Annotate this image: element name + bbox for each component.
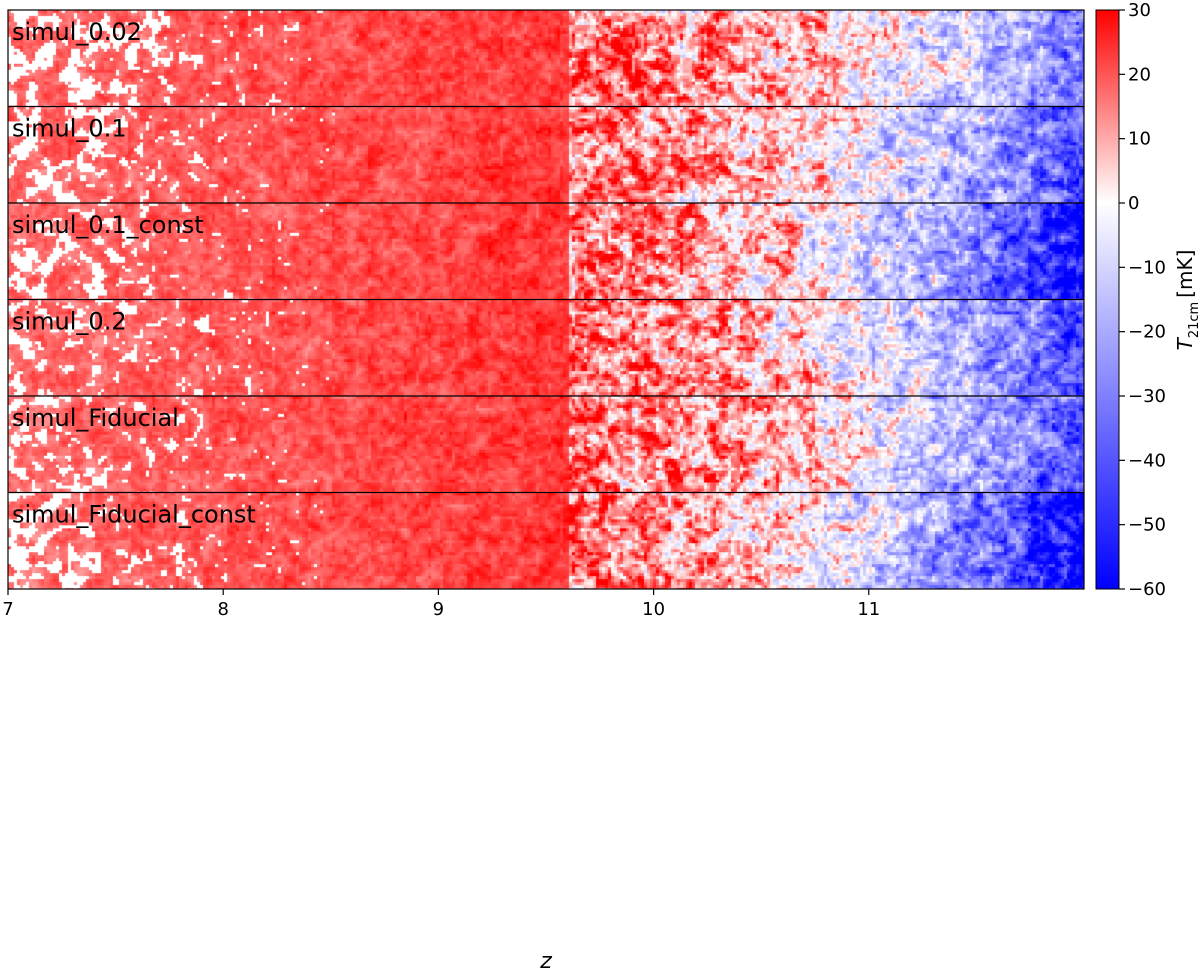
plot-frame xyxy=(7,9,1085,590)
x-tick-label: 11 xyxy=(857,599,880,620)
colorbar-label-sub: 21cm xyxy=(1187,302,1200,338)
x-tick-label: 8 xyxy=(217,599,228,620)
colorbar-tick-label: −40 xyxy=(1128,450,1166,471)
colorbar-tick-label: −10 xyxy=(1128,257,1166,278)
colorbar-tick-label: 10 xyxy=(1128,129,1151,150)
colorbar-label-main: T xyxy=(1173,336,1197,350)
panel-label: simul_0.02 xyxy=(12,18,142,46)
lightcone-panel-3 xyxy=(8,203,1084,300)
colorbar-tick-label: −60 xyxy=(1128,579,1166,600)
panel-label: simul_Fiducial_const xyxy=(12,501,256,529)
lightcone-panel-5 xyxy=(8,396,1084,493)
colorbar-ticks: 30 20 10 0 −10 −20 −30 −40 −50 −60 xyxy=(1119,0,1166,600)
lightcone-panel-4 xyxy=(8,299,1084,396)
lightcone-panel-2 xyxy=(8,106,1084,203)
panel-label: simul_0.1_const xyxy=(12,211,204,239)
x-tick-label: 7 xyxy=(2,599,13,620)
colorbar-tick-label: −20 xyxy=(1128,322,1166,343)
x-tick-label: 10 xyxy=(642,599,665,620)
panel-label: simul_Fiducial xyxy=(12,404,179,432)
colorbar-label-unit: [mK] xyxy=(1173,250,1197,298)
colorbar-tick-label: 20 xyxy=(1128,64,1151,85)
panel-label: simul_0.2 xyxy=(12,308,127,336)
colorbar-tick-label: 0 xyxy=(1128,193,1139,214)
x-tick-label: 9 xyxy=(433,599,444,620)
panel-label: simul_0.1 xyxy=(12,115,127,143)
colorbar-tick-label: −30 xyxy=(1128,386,1166,407)
x-axis: 7 8 9 10 11 xyxy=(2,589,880,620)
lightcone-panel-1 xyxy=(8,10,1084,107)
x-axis-label: z xyxy=(539,949,552,974)
colorbar-label: T21cm [mK] xyxy=(1173,250,1200,351)
colorbar xyxy=(1095,9,1120,590)
lightcone-panel-6 xyxy=(8,492,1084,589)
lightcone-panels xyxy=(8,10,1084,589)
colorbar-tick-label: 30 xyxy=(1128,0,1151,21)
panel-labels: simul_0.02 simul_0.1 simul_0.1_const simul_… xyxy=(8,18,1084,529)
colorbar-tick-label: −50 xyxy=(1128,515,1166,536)
